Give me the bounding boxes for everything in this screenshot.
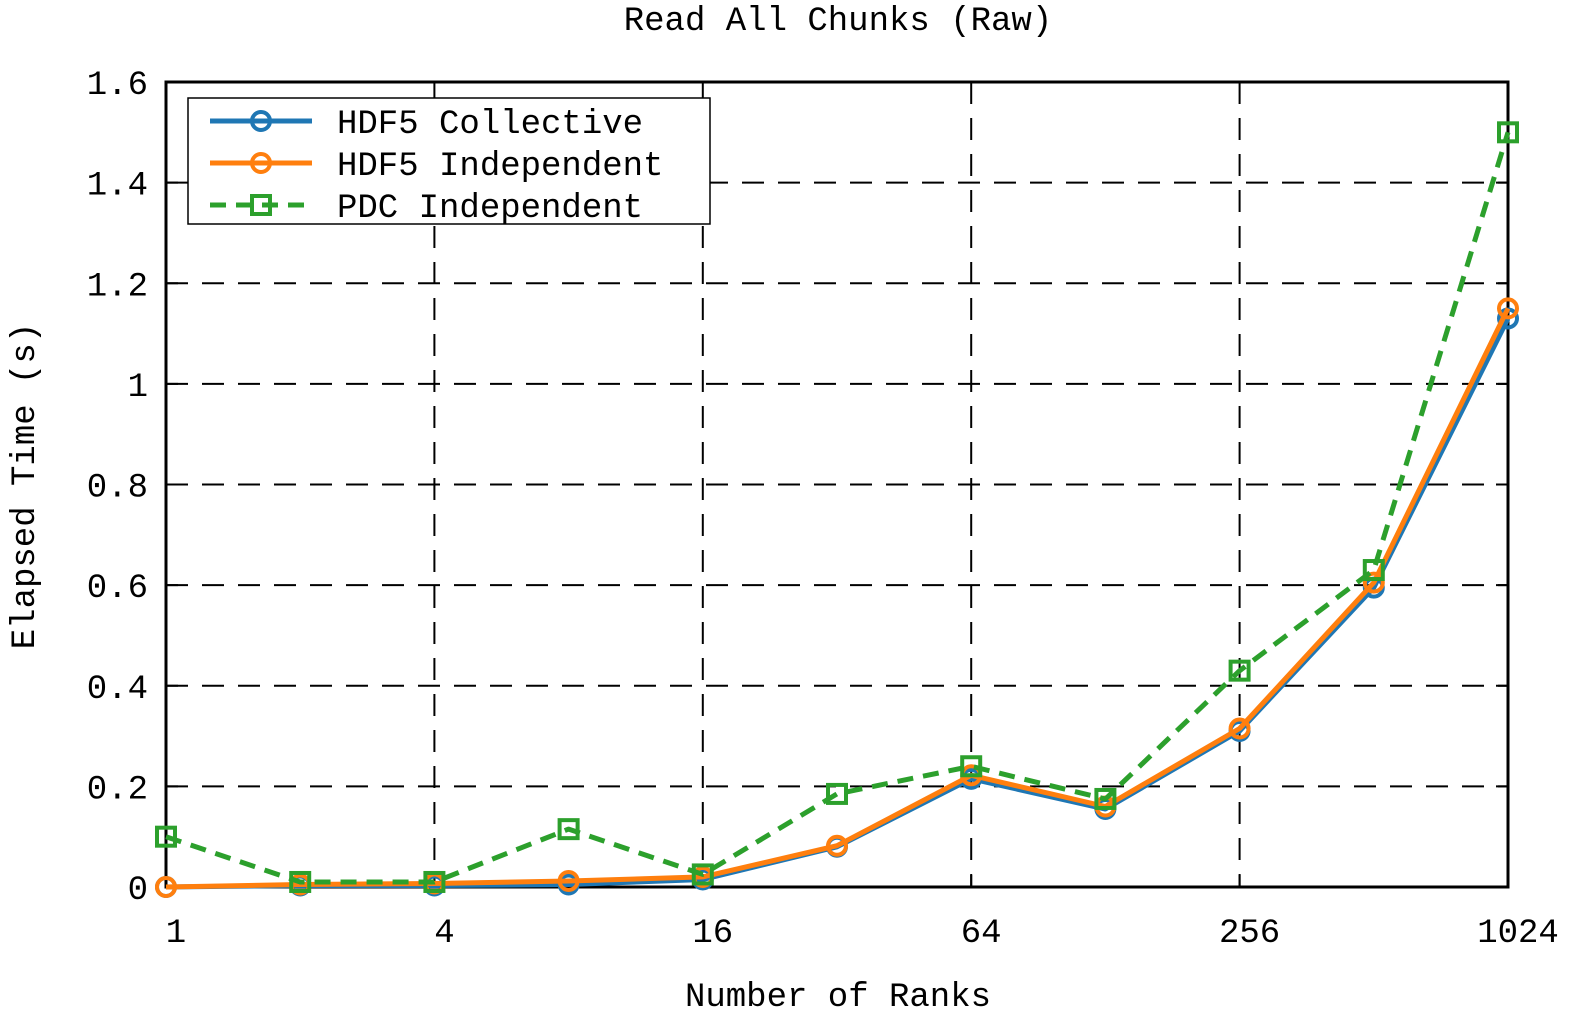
data-point xyxy=(826,782,848,805)
x-tick-label: 64 xyxy=(961,915,1002,953)
legend-label: HDF5 Collective xyxy=(337,106,643,144)
x-axis-ticks: 1 4 16 64 256 1024 xyxy=(165,875,1559,953)
legend-label: PDC Independent xyxy=(337,190,643,228)
data-point xyxy=(1094,787,1117,810)
y-tick-label: 0.8 xyxy=(87,470,148,508)
legend-item: HDF5 Independent xyxy=(210,148,663,186)
data-point xyxy=(557,869,580,892)
series-hdf5-independent xyxy=(155,297,1519,898)
data-point xyxy=(1497,297,1519,320)
x-tick-label: 4 xyxy=(434,915,454,953)
series-line xyxy=(165,307,1511,890)
data-point xyxy=(960,755,983,778)
x-tick-label: 1 xyxy=(166,915,186,953)
data-point xyxy=(691,863,714,886)
series-pdc-independent xyxy=(155,121,1519,893)
y-tick-label: 1.4 xyxy=(87,168,148,206)
y-axis-ticks: 0 0.2 0.4 0.6 0.8 1 1.2 1.4 1.6 xyxy=(87,67,1508,910)
y-tick-label: 1.6 xyxy=(87,67,148,105)
x-axis-label: Number of Ranks xyxy=(685,979,991,1014)
x-tick-label: 1024 xyxy=(1477,915,1559,953)
data-point xyxy=(1362,571,1385,594)
y-tick-label: 1 xyxy=(128,369,148,407)
y-tick-label: 0.4 xyxy=(87,671,148,709)
data-point xyxy=(155,825,177,848)
x-tick-label: 256 xyxy=(1219,915,1280,953)
y-tick-label: 0.2 xyxy=(87,771,148,809)
legend-swatch-marker xyxy=(250,152,272,174)
legend-item: PDC Independent xyxy=(210,190,643,228)
data-point xyxy=(155,876,177,898)
data-point xyxy=(423,870,446,893)
data-point xyxy=(826,834,848,857)
data-point xyxy=(1362,559,1385,582)
y-tick-label: 0 xyxy=(128,872,148,910)
chart-title: Read All Chunks (Raw) xyxy=(624,3,1052,41)
legend-label: HDF5 Independent xyxy=(337,148,663,186)
y-tick-label: 0.6 xyxy=(87,570,148,608)
data-point xyxy=(557,818,580,841)
data-point xyxy=(289,870,312,893)
legend: HDF5 Collective HDF5 Independent PDC Indep… xyxy=(187,97,711,228)
y-tick-label: 1.2 xyxy=(87,268,148,306)
series-layer xyxy=(155,121,1519,898)
y-axis-label: Elapsed Time (s) xyxy=(7,323,45,649)
legend-swatch-marker xyxy=(250,110,272,132)
data-point xyxy=(1228,659,1251,682)
data-point xyxy=(1228,717,1251,740)
series-line xyxy=(165,131,1511,885)
series-hdf5-collective xyxy=(155,307,1519,898)
data-point xyxy=(1497,121,1519,144)
x-tick-label: 16 xyxy=(692,915,733,953)
legend-item: HDF5 Collective xyxy=(210,106,643,144)
legend-swatch-marker xyxy=(250,194,272,216)
